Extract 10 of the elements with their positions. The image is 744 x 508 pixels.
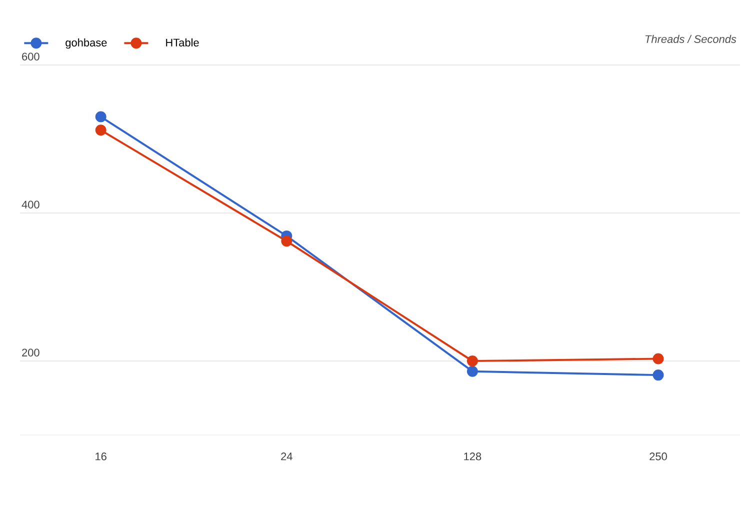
legend-label: HTable	[166, 38, 199, 46]
legend-label: gohbase	[66, 38, 107, 49]
y-tick-label: 600	[22, 52, 40, 60]
x-tick-label: 24	[281, 452, 292, 460]
x-tick-label: 16	[96, 452, 106, 460]
y-tick-label: 400	[22, 200, 40, 208]
text: Threads / Seconds	[645, 34, 736, 43]
x-tick-label: 250	[650, 452, 667, 460]
x-tick-label: 128	[464, 452, 482, 460]
y-tick-label: 200	[22, 348, 40, 356]
